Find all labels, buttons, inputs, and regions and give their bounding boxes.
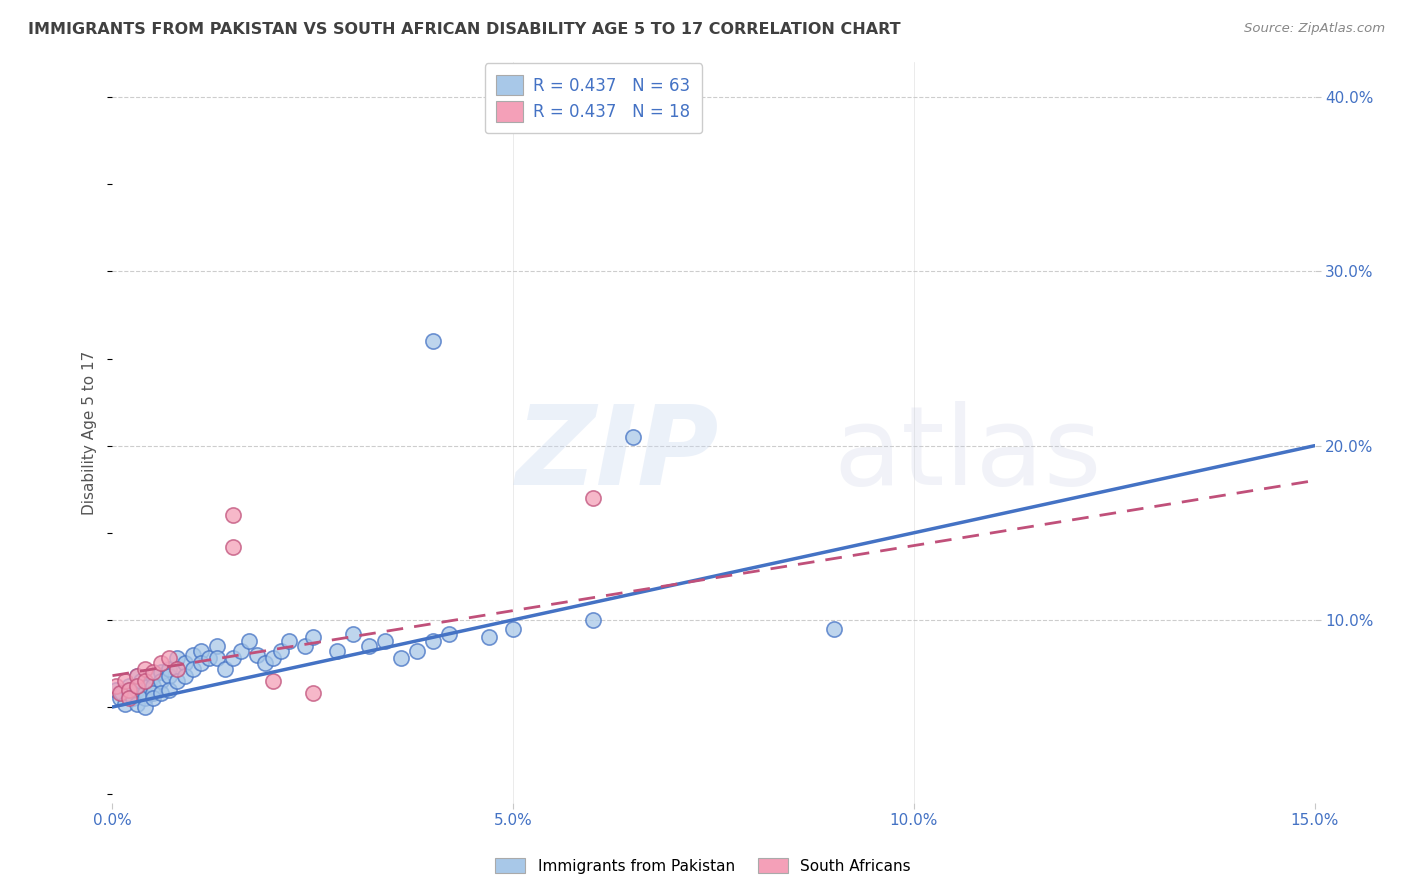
Point [253,657,276,671]
Point [117,682,139,697]
Point [277,633,299,648]
Point [121,691,143,706]
Point [134,662,156,676]
Point [181,662,204,676]
Point [262,651,284,665]
Point [166,673,188,688]
Point [111,686,134,700]
Point [582,613,605,627]
Point [270,644,292,658]
Point [141,668,163,682]
Point [114,673,136,688]
Text: ZIP: ZIP [516,401,718,508]
Point [582,491,605,505]
Point [173,668,195,682]
Point [621,430,644,444]
Point [141,679,163,693]
Point [149,665,172,680]
Point [120,682,142,697]
Point [125,682,148,697]
Point [134,686,156,700]
Point [166,662,188,676]
Point [190,657,212,671]
Text: atlas: atlas [834,401,1102,508]
Point [326,644,349,658]
Point [141,686,163,700]
Point [149,686,172,700]
Point [129,673,152,688]
Point [302,630,325,644]
Point [437,627,460,641]
Legend: R = 0.437   N = 63, R = 0.437   N = 18: R = 0.437 N = 63, R = 0.437 N = 18 [485,63,702,133]
Point [105,679,128,693]
Point [374,633,396,648]
Point [190,644,212,658]
Point [105,682,128,697]
Point [125,697,148,711]
Point [238,633,260,648]
Point [166,651,188,665]
Point [138,679,160,693]
Point [502,622,524,636]
Point [406,644,429,658]
Point [294,639,316,653]
Point [422,633,444,648]
Point [422,334,444,348]
Point [181,648,204,662]
Point [141,691,163,706]
Point [110,691,132,706]
Point [157,682,180,697]
Point [197,651,219,665]
Point [229,644,252,658]
Point [125,668,148,682]
Point [389,651,412,665]
Point [117,679,139,693]
Point [222,540,245,554]
Point [117,691,139,706]
Point [342,627,364,641]
Y-axis label: Disability Age 5 to 17: Disability Age 5 to 17 [82,351,97,515]
Point [214,662,236,676]
Text: Source: ZipAtlas.com: Source: ZipAtlas.com [1244,22,1385,36]
Point [222,651,245,665]
Point [117,686,139,700]
Point [134,700,156,714]
Point [125,679,148,693]
Point [149,673,172,688]
Point [357,639,380,653]
Point [110,686,132,700]
Point [205,651,228,665]
Point [302,686,325,700]
Point [205,639,228,653]
Point [823,622,845,636]
Point [134,673,156,688]
Point [125,668,148,682]
Point [246,648,269,662]
Point [173,657,195,671]
Legend: Immigrants from Pakistan, South Africans: Immigrants from Pakistan, South Africans [489,852,917,880]
Point [262,673,284,688]
Text: IMMIGRANTS FROM PAKISTAN VS SOUTH AFRICAN DISABILITY AGE 5 TO 17 CORRELATION CHA: IMMIGRANTS FROM PAKISTAN VS SOUTH AFRICA… [28,22,901,37]
Point [157,668,180,682]
Point [157,651,180,665]
Point [157,662,180,676]
Point [114,697,136,711]
Point [222,508,245,523]
Point [134,691,156,706]
Point [141,665,163,680]
Point [166,662,188,676]
Point [149,657,172,671]
Point [478,630,501,644]
